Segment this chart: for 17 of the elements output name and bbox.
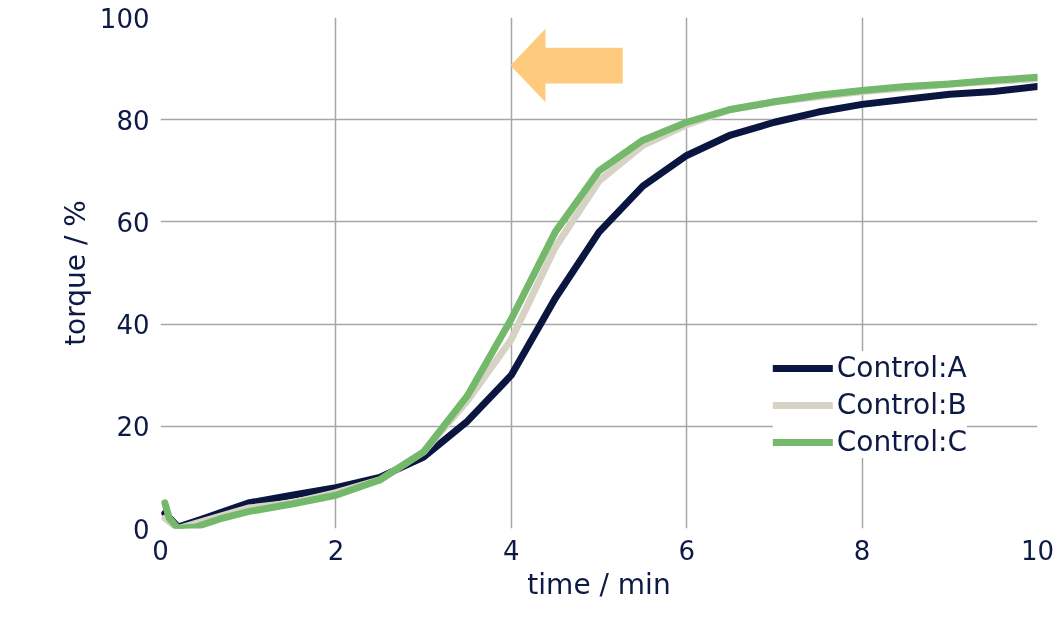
- y-axis-title: torque / %: [58, 200, 92, 346]
- y-tick-label: 100: [99, 3, 150, 34]
- x-tick-label: 10: [1020, 535, 1055, 566]
- y-tick-label: 0: [132, 514, 150, 545]
- x-tick-label: 8: [853, 535, 871, 566]
- x-tick-label: 0: [152, 535, 169, 566]
- x-tick-label: 2: [327, 535, 345, 566]
- x-axis-title: time / min: [527, 567, 671, 601]
- x-tick-label: 6: [678, 535, 695, 566]
- legend-label: Control:A: [836, 351, 967, 384]
- x-tick-label: 4: [503, 535, 520, 566]
- legend-label: Control:B: [836, 388, 967, 421]
- y-tick-label: 80: [116, 105, 150, 136]
- y-tick-label: 40: [116, 310, 150, 341]
- legend-label: Control:C: [836, 425, 967, 458]
- y-tick-label: 60: [116, 207, 150, 238]
- y-tick-label: 20: [116, 412, 150, 443]
